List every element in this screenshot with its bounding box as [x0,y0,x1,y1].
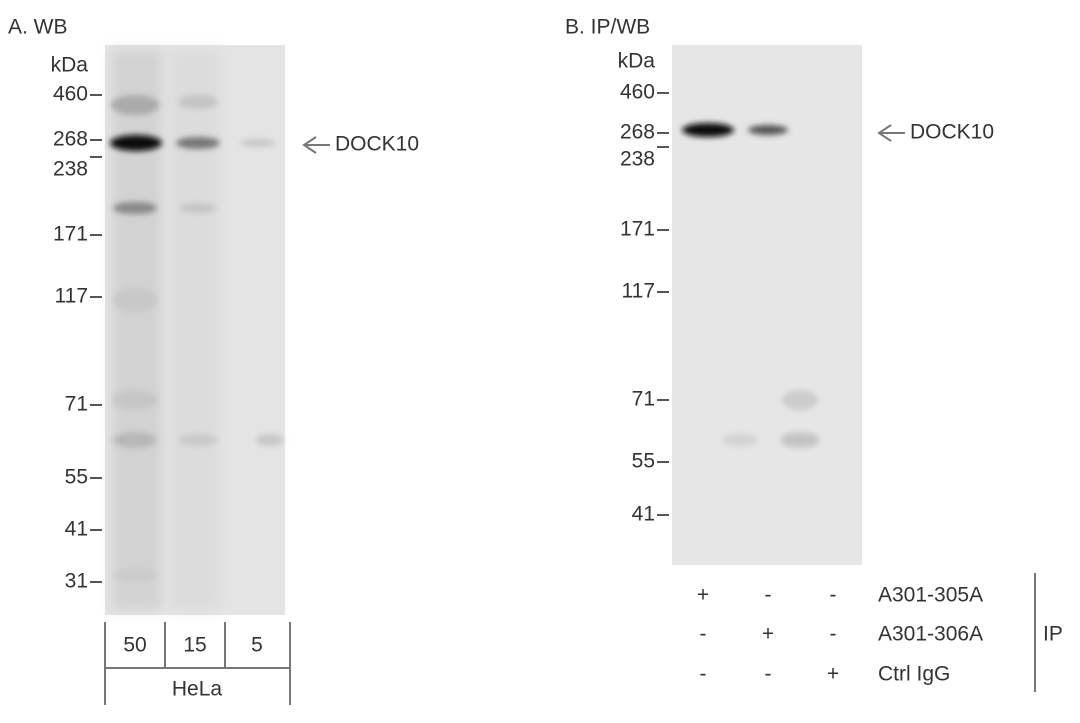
ip-sign: - [830,623,837,646]
ip-sign: + [827,663,839,686]
marker-label: 238 [620,148,655,171]
marker-label: 460 [53,83,88,106]
band [780,432,820,448]
band [111,95,159,115]
marker-label: 171 [620,218,655,241]
band [748,125,788,135]
marker-label: 55 [65,466,88,489]
marker-label: 117 [622,280,655,303]
band [256,434,284,446]
band [113,432,157,448]
unit-label: kDa [618,50,656,73]
marker-label: 238 [53,158,88,181]
band [113,202,157,214]
lane-box [104,622,291,705]
lane-label: 5 [251,634,263,657]
band [240,139,276,147]
arrow [302,136,330,154]
ip-sign: + [762,623,774,646]
band [113,390,157,410]
band [178,434,218,446]
ip-row-label: A301-306A [878,623,983,646]
band [176,137,220,149]
band-label: DOCK10 [910,121,994,144]
ip-row-label: Ctrl IgG [878,663,950,686]
marker-label: 268 [620,121,655,144]
band [722,434,758,446]
ip-sign: + [697,584,709,607]
ip-sign: - [830,584,837,607]
marker-label: 41 [632,503,655,526]
ip-sign: - [765,663,772,686]
marker-label: 460 [620,81,655,104]
lane-label: 15 [183,634,206,657]
blot-b [672,45,862,565]
unit-label: kDa [51,54,89,77]
marker-label: 55 [632,450,655,473]
lane-smear [112,50,162,610]
lane-smear [170,50,220,610]
ip-sign: - [700,663,707,686]
marker-label: 41 [65,518,88,541]
band [113,569,157,581]
ip-row-label: A301-305A [878,584,983,607]
sample-label: HeLa [172,678,223,701]
band [180,203,216,213]
band [113,288,157,312]
marker-label: 71 [632,388,655,411]
marker-label: 117 [55,285,88,308]
panel-title: B. IP/WB [565,16,650,39]
marker-label: 71 [65,393,88,416]
band [782,390,818,410]
marker-label: 171 [53,223,88,246]
band [682,123,734,137]
band-label: DOCK10 [335,133,419,156]
ip-sign: - [700,623,707,646]
marker-label: 31 [65,570,88,593]
panel-title: A. WB [8,16,68,39]
band [178,95,218,109]
ip-label: IP [1043,623,1063,646]
arrow [877,124,905,142]
lane-label: 50 [123,634,146,657]
ip-sign: - [765,584,772,607]
marker-label: 268 [53,128,88,151]
band [110,135,162,151]
